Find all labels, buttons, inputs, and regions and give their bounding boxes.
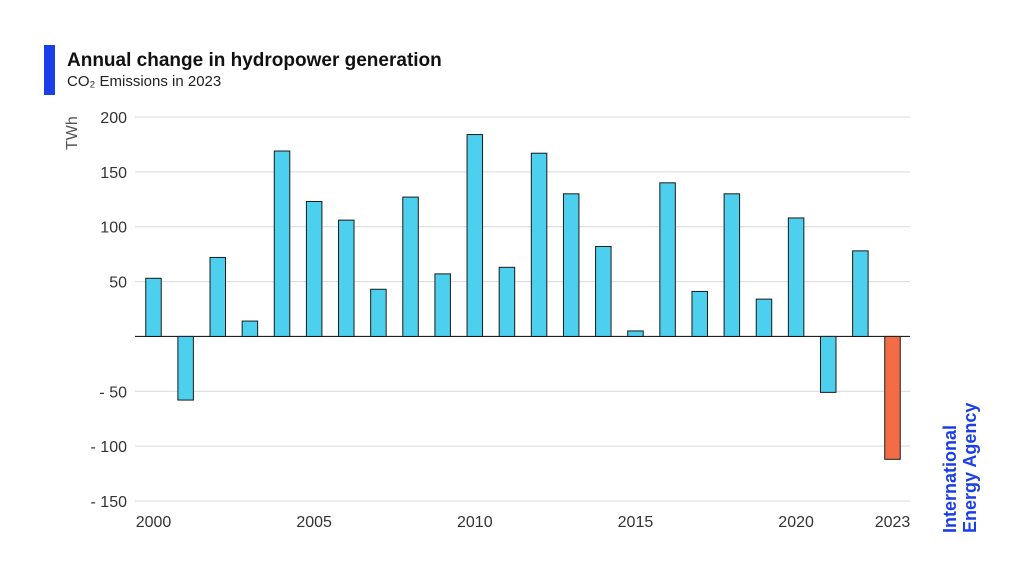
y-tick-label: 50 [109, 275, 127, 292]
x-tick-label: 2023 [875, 514, 911, 531]
bar-2001 [177, 335, 194, 401]
bar-2005 [305, 200, 323, 337]
y-tick-label: - 50 [99, 384, 127, 401]
x-tick-labels: 2000 2005 2010 2015 2020 2023 [136, 514, 911, 531]
y-tick-label: - 100 [91, 439, 128, 456]
bar-2002 [209, 256, 227, 337]
y-tick-labels: 200 150 100 50 - 50 - 100 - 150 [91, 110, 128, 511]
x-tick-label: 2000 [136, 514, 172, 531]
bar-2021 [819, 335, 837, 393]
chart-subtitle: CO₂ Emissions in 2023 [67, 73, 222, 90]
bar-2004 [273, 150, 291, 337]
bar-2012 [530, 152, 548, 337]
x-tick-label: 2020 [778, 514, 814, 531]
bar-2016 [659, 182, 676, 337]
x-tick-label: 2010 [457, 514, 493, 531]
bar-2017 [691, 290, 708, 337]
bar-2007 [370, 288, 387, 337]
x-tick-label: 2015 [618, 514, 654, 531]
x-tick-label: 2005 [296, 514, 332, 531]
gridlines [135, 116, 910, 502]
bar-2013 [562, 193, 580, 337]
bar-2023 [884, 335, 901, 460]
bar-2019 [755, 298, 773, 337]
bar-2011 [498, 266, 516, 337]
bar-2009 [434, 273, 451, 337]
bar-2000 [145, 277, 162, 337]
y-tick-label: 200 [100, 110, 127, 127]
y-tick-label: 150 [100, 165, 127, 182]
bar-2010 [466, 134, 484, 337]
bar-2020 [787, 217, 805, 337]
bars [145, 134, 901, 460]
chart-title: Annual change in hydropower generation [67, 50, 442, 71]
iea-logo: International Energy Agency [940, 403, 980, 533]
bar-2014 [595, 245, 612, 337]
bar-2015 [627, 330, 644, 337]
bar-2008 [402, 196, 419, 337]
bar-2018 [723, 193, 741, 337]
title-accent-bar [44, 45, 55, 95]
bar-2003 [241, 320, 259, 337]
bar-2022 [852, 250, 869, 337]
logo-line-2: Energy Agency [960, 402, 980, 533]
y-tick-label: 100 [100, 220, 127, 237]
bar-2006 [338, 219, 355, 337]
y-tick-label: - 150 [91, 494, 128, 511]
logo-line-1: International [940, 424, 960, 533]
